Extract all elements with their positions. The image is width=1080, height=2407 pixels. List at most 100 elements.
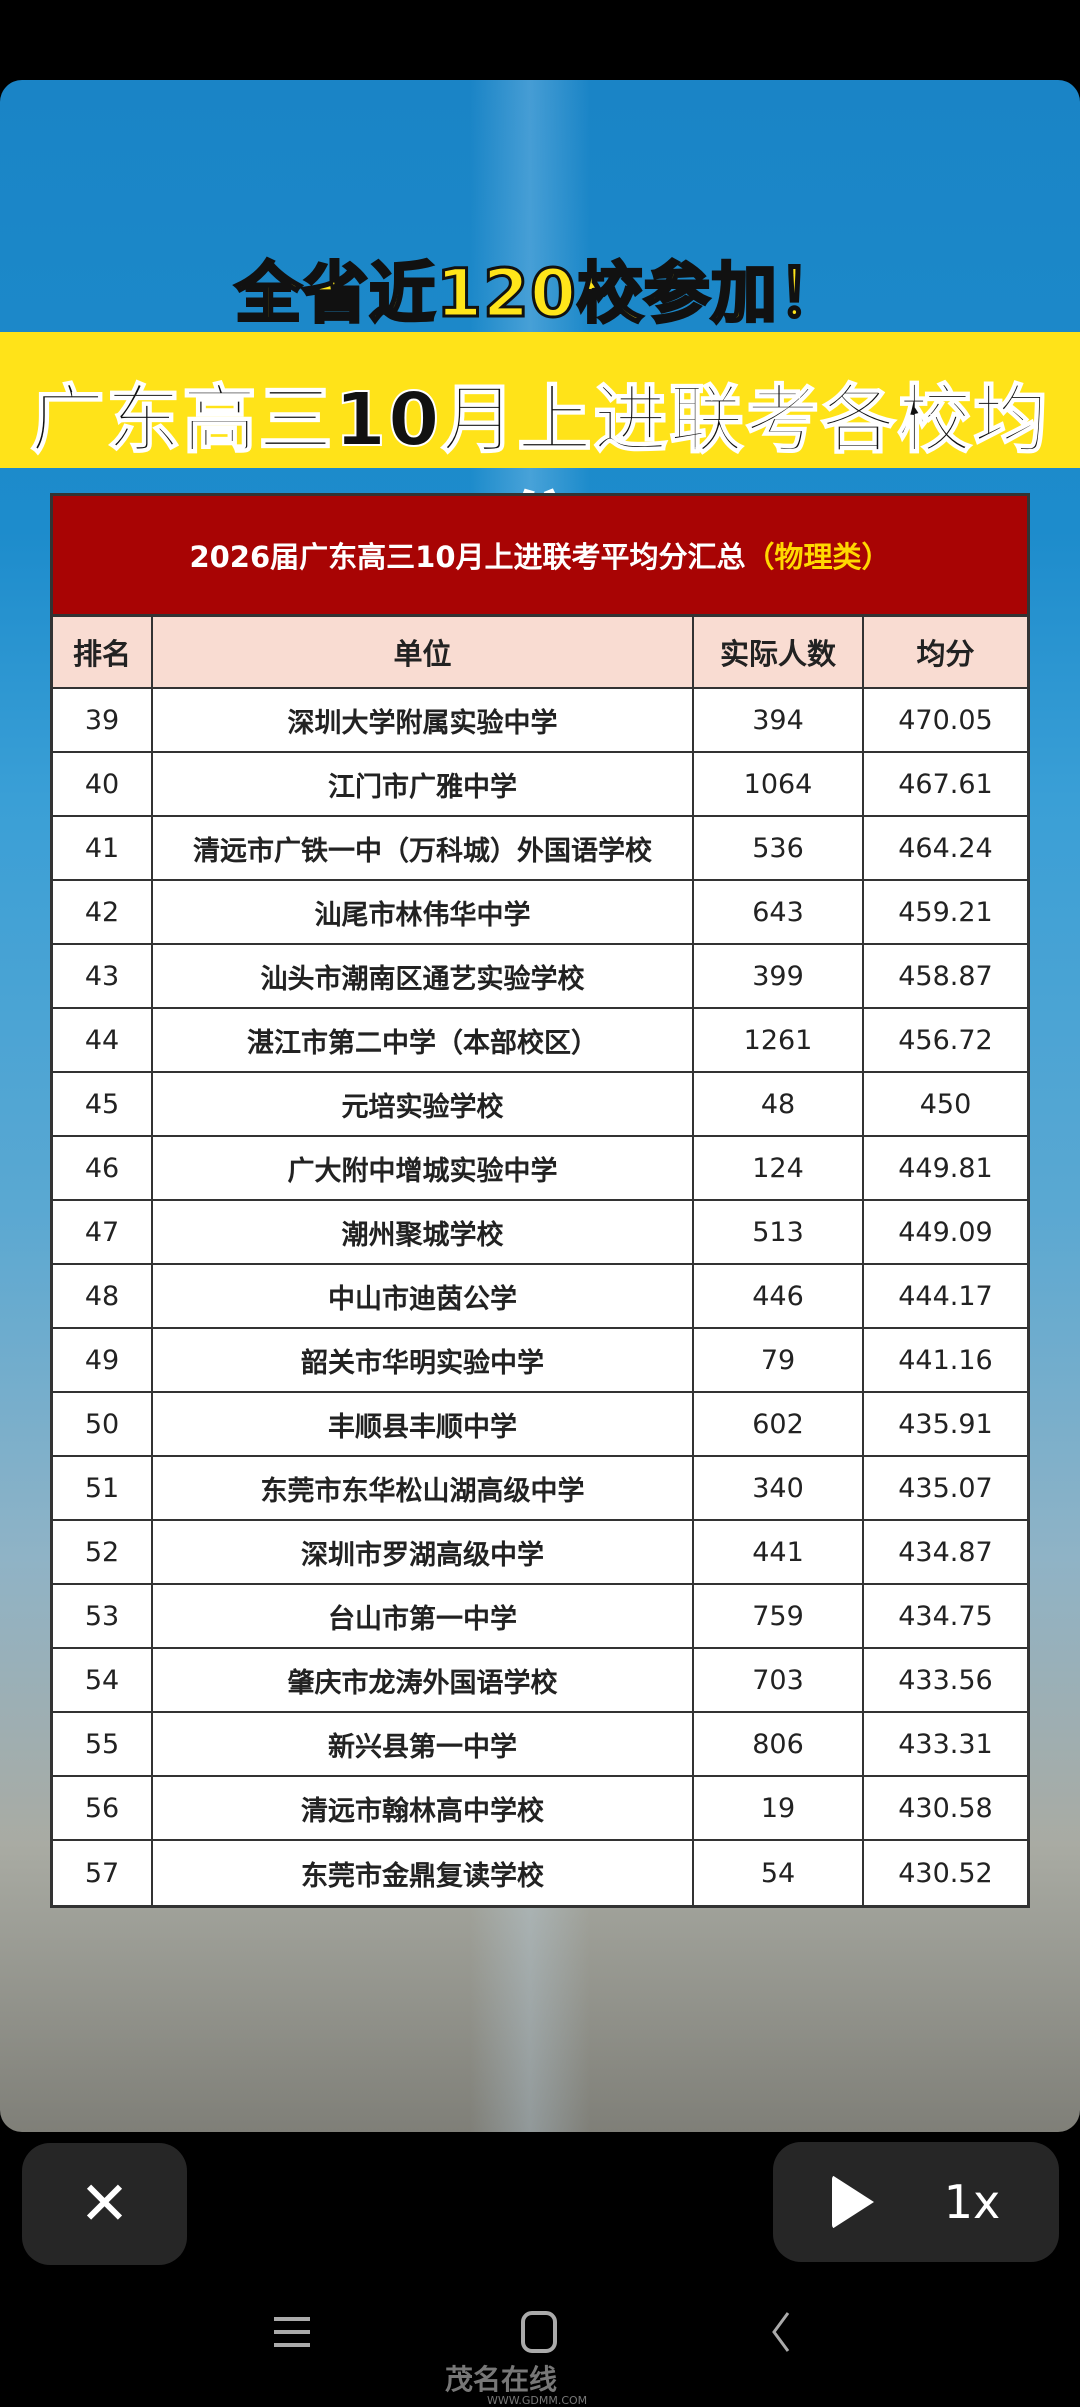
count-cell: 48 bbox=[694, 1073, 864, 1135]
table-row: 55 新兴县第一中学 806 433.31 bbox=[53, 1713, 1027, 1777]
rank-cell: 57 bbox=[53, 1841, 153, 1905]
table-row: 39 深圳大学附属实验中学 394 470.05 bbox=[53, 689, 1027, 753]
average-cell: 470.05 bbox=[898, 704, 993, 736]
rank-cell: 43 bbox=[53, 945, 153, 1007]
count-cell: 124 bbox=[694, 1137, 864, 1199]
school-cell: 肇庆市龙涛外国语学校 bbox=[153, 1649, 694, 1711]
count-cell: 394 bbox=[694, 689, 864, 751]
rank-cell: 56 bbox=[53, 1777, 153, 1839]
rank-cell: 48 bbox=[53, 1265, 153, 1327]
school-cell: 清远市翰林高中学校 bbox=[153, 1777, 694, 1839]
close-button[interactable]: ✕ bbox=[22, 2143, 187, 2265]
watermark-brand: 茂名在线 bbox=[445, 2363, 558, 2396]
table-row: 50 丰顺县丰顺中学 602 435.91 bbox=[53, 1393, 1027, 1457]
count-cell: 1064 bbox=[694, 753, 864, 815]
school-cell: 东莞市东华松山湖高级中学 bbox=[153, 1457, 694, 1519]
rank-cell: 44 bbox=[53, 1009, 153, 1071]
count-cell: 340 bbox=[694, 1457, 864, 1519]
average-cell: 459.21 bbox=[898, 896, 993, 928]
count-cell: 19 bbox=[694, 1777, 864, 1839]
back-button[interactable] bbox=[766, 2310, 796, 2358]
count-cell: 441 bbox=[694, 1521, 864, 1583]
play-speed-button[interactable]: 1x bbox=[773, 2142, 1059, 2262]
table-row: 41 清远市广铁一中（万科城）外国语学校 536 464.24 bbox=[53, 817, 1027, 881]
table-body: 39 深圳大学附属实验中学 394 470.05 40 江门市广雅中学 1064 467.61… bbox=[53, 689, 1027, 1905]
table-title-category: （物理类） bbox=[745, 540, 891, 574]
school-cell: 汕尾市林伟华中学 bbox=[153, 881, 694, 943]
rank-cell: 41 bbox=[53, 817, 153, 879]
school-cell: 湛江市第二中学（本部校区） bbox=[153, 1009, 694, 1071]
average-cell: 467.61 bbox=[898, 768, 993, 800]
scores-table: 2026届广东高三10月上进联考平均分汇总 （物理类） 排名 单位 实际人数 均分… bbox=[50, 493, 1030, 1908]
rank-cell: 54 bbox=[53, 1649, 153, 1711]
school-cell: 深圳市罗湖高级中学 bbox=[153, 1521, 694, 1583]
recents-button[interactable] bbox=[270, 2310, 314, 2358]
table-row: 52 深圳市罗湖高级中学 441 434.87 bbox=[53, 1521, 1027, 1585]
school-cell: 新兴县第一中学 bbox=[153, 1713, 694, 1775]
count-cell: 536 bbox=[694, 817, 864, 879]
rank-cell: 55 bbox=[53, 1713, 153, 1775]
header-count: 实际人数 bbox=[694, 617, 864, 687]
rank-cell: 40 bbox=[53, 753, 153, 815]
table-row: 53 台山市第一中学 759 434.75 bbox=[53, 1585, 1027, 1649]
rank-cell: 50 bbox=[53, 1393, 153, 1455]
close-icon: ✕ bbox=[79, 2169, 130, 2239]
school-cell: 丰顺县丰顺中学 bbox=[153, 1393, 694, 1455]
table-title: 2026届广东高三10月上进联考平均分汇总 （物理类） bbox=[53, 496, 1027, 617]
school-cell: 台山市第一中学 bbox=[153, 1585, 694, 1647]
count-cell: 703 bbox=[694, 1649, 864, 1711]
header-average: 均分 bbox=[916, 637, 975, 671]
count-cell: 759 bbox=[694, 1585, 864, 1647]
average-cell: 450 bbox=[919, 1088, 972, 1120]
average-cell: 435.07 bbox=[898, 1472, 993, 1504]
headline-participants: 全省近120校参加！ bbox=[234, 254, 846, 334]
table-row: 47 潮州聚城学校 513 449.09 bbox=[53, 1201, 1027, 1265]
count-cell: 79 bbox=[694, 1329, 864, 1391]
table-row: 57 东莞市金鼎复读学校 54 430.52 bbox=[53, 1841, 1027, 1905]
average-cell: 458.87 bbox=[898, 960, 993, 992]
table-row: 49 韶关市华明实验中学 79 441.16 bbox=[53, 1329, 1027, 1393]
table-row: 46 广大附中增城实验中学 124 449.81 bbox=[53, 1137, 1027, 1201]
back-icon bbox=[772, 2312, 790, 2352]
table-row: 42 汕尾市林伟华中学 643 459.21 bbox=[53, 881, 1027, 945]
table-header: 排名 单位 实际人数 均分 bbox=[53, 617, 1027, 689]
header-school: 单位 bbox=[153, 617, 694, 687]
table-row: 45 元培实验学校 48 450 bbox=[53, 1073, 1027, 1137]
rank-cell: 42 bbox=[53, 881, 153, 943]
school-cell: 深圳大学附属实验中学 bbox=[153, 689, 694, 751]
average-cell: 433.56 bbox=[898, 1664, 993, 1696]
school-cell: 东莞市金鼎复读学校 bbox=[153, 1841, 694, 1905]
school-cell: 江门市广雅中学 bbox=[153, 753, 694, 815]
count-cell: 643 bbox=[694, 881, 864, 943]
count-cell: 602 bbox=[694, 1393, 864, 1455]
table-row: 43 汕头市潮南区通艺实验学校 399 458.87 bbox=[53, 945, 1027, 1009]
table-row: 51 东莞市东华松山湖高级中学 340 435.07 bbox=[53, 1457, 1027, 1521]
school-cell: 清远市广铁一中（万科城）外国语学校 bbox=[153, 817, 694, 879]
recents-icon bbox=[274, 2317, 310, 2347]
table-row: 54 肇庆市龙涛外国语学校 703 433.56 bbox=[53, 1649, 1027, 1713]
count-cell: 446 bbox=[694, 1265, 864, 1327]
table-title-text: 2026届广东高三10月上进联考平均分汇总 bbox=[189, 540, 746, 574]
rank-cell: 52 bbox=[53, 1521, 153, 1583]
rank-cell: 46 bbox=[53, 1137, 153, 1199]
headline-band bbox=[0, 332, 1080, 468]
average-cell: 434.75 bbox=[898, 1600, 993, 1632]
school-cell: 元培实验学校 bbox=[153, 1073, 694, 1135]
rank-cell: 45 bbox=[53, 1073, 153, 1135]
home-button[interactable] bbox=[518, 2310, 562, 2358]
header-rank: 排名 bbox=[53, 617, 153, 687]
school-cell: 汕头市潮南区通艺实验学校 bbox=[153, 945, 694, 1007]
average-cell: 434.87 bbox=[898, 1536, 993, 1568]
average-cell: 435.91 bbox=[898, 1408, 993, 1440]
rank-cell: 39 bbox=[53, 689, 153, 751]
average-cell: 430.58 bbox=[898, 1792, 993, 1824]
rank-cell: 49 bbox=[53, 1329, 153, 1391]
table-row: 48 中山市迪茵公学 446 444.17 bbox=[53, 1265, 1027, 1329]
home-icon bbox=[521, 2311, 557, 2353]
table-row: 40 江门市广雅中学 1064 467.61 bbox=[53, 753, 1027, 817]
count-cell: 54 bbox=[694, 1841, 864, 1905]
average-cell: 444.17 bbox=[898, 1280, 993, 1312]
average-cell: 464.24 bbox=[898, 832, 993, 864]
table-row: 56 清远市翰林高中学校 19 430.58 bbox=[53, 1777, 1027, 1841]
school-cell: 潮州聚城学校 bbox=[153, 1201, 694, 1263]
